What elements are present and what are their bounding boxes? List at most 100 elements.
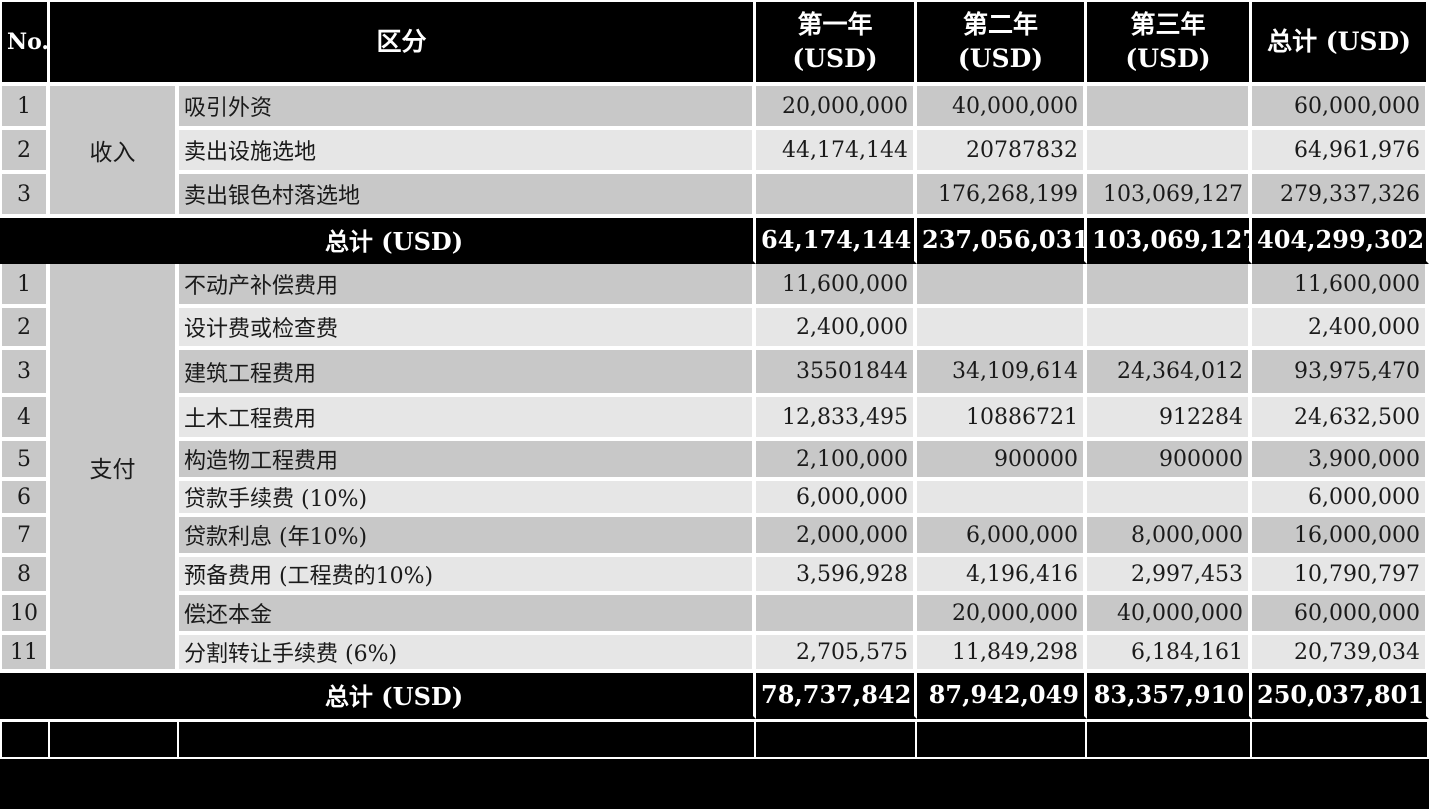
row-total-value: 93,975,470 [1252,350,1429,397]
year2-value: 10886721 [917,397,1088,441]
income-row: 1 收入 吸引外资 20,000,000 40,000,000 60,000,000 [0,86,1429,218]
item-label: 吸引外资 [179,86,757,130]
income-group-label: 收入 [50,86,179,218]
year1-value: 3,596,928 [756,557,918,595]
year3-value [1087,264,1253,308]
row-number: 8 [0,557,50,595]
expense-row: 3 建筑工程费用 35501844 34,109,614 24,364,012 93,97… [0,350,1429,397]
row-total-value: 24,632,500 [1252,397,1429,441]
year1-value: 12,833,495 [756,397,918,441]
year3-total: 83,357,910 [1087,673,1253,719]
year1-total: 78,737,842 [756,673,918,719]
item-label: 预备费用 (工程费的10%) [179,557,757,595]
empty-cell [179,719,757,759]
item-label: 建筑工程费用 [179,350,757,397]
year3-total: 103,069,127 [1087,218,1253,264]
year1-value: 2,000,000 [756,517,918,557]
expense-row: 1 支付 不动产补偿费用 11,600,000 11,600,000 [0,264,1429,673]
header-row: No. 区分 第一年 (USD) 第二年 (USD) 第三年 (USD) 总计 (US… [0,0,1429,86]
year1-value: 44,174,144 [756,130,918,174]
item-label: 贷款利息 (年10%) [179,517,757,557]
item-label: 不动产补偿费用 [179,264,757,308]
year2-value: 900000 [917,441,1088,481]
row-total-value: 6,000,000 [1252,481,1429,517]
header-year1: 第一年 (USD) [756,0,918,86]
year3-value: 40,000,000 [1087,595,1253,635]
income-total-row: 总计 (USD) 64,174,144 237,056,031 103,069,127… [0,218,1429,264]
year3-value: 8,000,000 [1087,517,1253,557]
year1-value: 11,600,000 [756,264,918,308]
row-number: 1 [0,86,50,130]
expense-row: 5 构造物工程费用 2,100,000 900000 900000 3,900,000 [0,441,1429,481]
expense-row: 8 预备费用 (工程费的10%) 3,596,928 4,196,416 2,997,4… [0,557,1429,595]
income-row: 2 卖出设施选地 44,174,144 20787832 64,961,976 [0,130,1429,174]
grand-total: 250,037,801 [1252,673,1429,719]
row-number: 2 [0,308,50,350]
row-number: 2 [0,130,50,174]
year2-value: 20787832 [917,130,1088,174]
empty-cell [50,719,179,759]
year1-value [756,174,918,218]
year1-value: 20,000,000 [756,86,918,130]
empty-cell [756,719,918,759]
year2-value: 40,000,000 [917,86,1088,130]
year2-value [917,308,1088,350]
budget-table: No. 区分 第一年 (USD) 第二年 (USD) 第三年 (USD) 总计 (US… [0,0,1429,759]
row-total-value: 11,600,000 [1252,264,1429,308]
year2-value: 6,000,000 [917,517,1088,557]
expense-total-label: 总计 (USD) [0,673,757,719]
year2-value: 4,196,416 [917,557,1088,595]
header-year3: 第三年 (USD) [1087,0,1253,86]
year1-total: 64,174,144 [756,218,918,264]
income-total-label: 总计 (USD) [0,218,757,264]
row-total-value: 64,961,976 [1252,130,1429,174]
row-total-value: 16,000,000 [1252,517,1429,557]
year1-value: 2,705,575 [756,635,918,673]
year2-value [917,481,1088,517]
expense-row: 4 土木工程费用 12,833,495 10886721 912284 24,632,50… [0,397,1429,441]
row-number: 6 [0,481,50,517]
expense-row: 2 设计费或检查费 2,400,000 2,400,000 [0,308,1429,350]
row-number: 7 [0,517,50,557]
expense-group-label: 支付 [50,264,179,673]
empty-cell [0,719,50,759]
header-total: 总计 (USD) [1252,0,1429,86]
year3-value [1087,308,1253,350]
year3-value: 900000 [1087,441,1253,481]
year2-value: 20,000,000 [917,595,1088,635]
year3-value [1087,481,1253,517]
row-total-value: 60,000,000 [1252,595,1429,635]
year1-value: 2,400,000 [756,308,918,350]
row-number: 4 [0,397,50,441]
year2-value: 176,268,199 [917,174,1088,218]
item-label: 土木工程费用 [179,397,757,441]
year1-value [756,595,918,635]
header-category: 区分 [50,0,757,86]
row-number: 3 [0,350,50,397]
item-label: 偿还本金 [179,595,757,635]
year3-value: 103,069,127 [1087,174,1253,218]
item-label: 卖出设施选地 [179,130,757,174]
row-total-value: 3,900,000 [1252,441,1429,481]
year2-value: 34,109,614 [917,350,1088,397]
item-label: 设计费或检查费 [179,308,757,350]
item-label: 贷款手续费 (10%) [179,481,757,517]
empty-cell [1252,719,1429,759]
year2-value: 11,849,298 [917,635,1088,673]
item-label: 卖出银色村落选地 [179,174,757,218]
year2-total: 87,942,049 [917,673,1088,719]
year3-value: 24,364,012 [1087,350,1253,397]
year3-value [1087,130,1253,174]
year2-value [917,264,1088,308]
item-label: 构造物工程费用 [179,441,757,481]
row-total-value: 10,790,797 [1252,557,1429,595]
grand-total: 404,299,302 [1252,218,1429,264]
row-number: 3 [0,174,50,218]
empty-row [0,719,1429,759]
year1-value: 35501844 [756,350,918,397]
year3-value: 6,184,161 [1087,635,1253,673]
row-total-value: 20,739,034 [1252,635,1429,673]
year2-total: 237,056,031 [917,218,1088,264]
year1-value: 6,000,000 [756,481,918,517]
row-number: 1 [0,264,50,308]
